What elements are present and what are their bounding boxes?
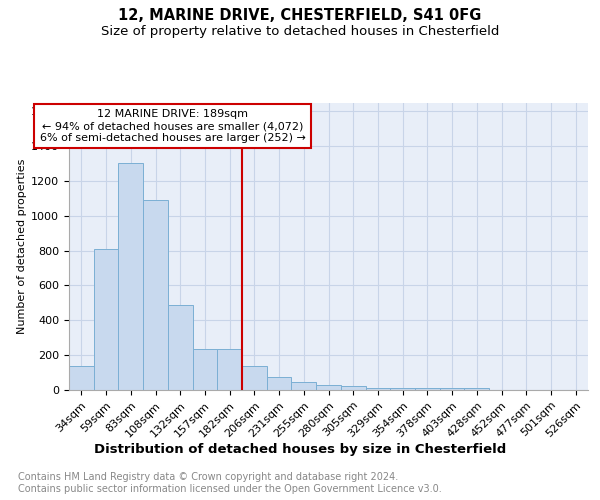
Bar [217,349,242,390]
Bar [193,349,217,390]
Bar [316,385,341,390]
Text: 12, MARINE DRIVE, CHESTERFIELD, S41 0FG: 12, MARINE DRIVE, CHESTERFIELD, S41 0FG [118,8,482,22]
Bar [168,304,193,390]
Bar [464,388,489,390]
Bar [242,366,267,390]
Bar [415,388,440,390]
Bar [69,366,94,390]
Bar [390,388,415,390]
Text: Size of property relative to detached houses in Chesterfield: Size of property relative to detached ho… [101,25,499,38]
Bar [341,386,365,390]
Bar [440,388,464,390]
Bar [94,249,118,390]
Bar [292,382,316,390]
Bar [267,377,292,390]
Bar [118,164,143,390]
Bar [143,200,168,390]
Bar [365,388,390,390]
Y-axis label: Number of detached properties: Number of detached properties [17,158,27,334]
Text: Contains HM Land Registry data © Crown copyright and database right 2024.
Contai: Contains HM Land Registry data © Crown c… [18,472,442,494]
Text: 12 MARINE DRIVE: 189sqm
← 94% of detached houses are smaller (4,072)
6% of semi-: 12 MARINE DRIVE: 189sqm ← 94% of detache… [40,110,306,142]
Text: Distribution of detached houses by size in Chesterfield: Distribution of detached houses by size … [94,442,506,456]
